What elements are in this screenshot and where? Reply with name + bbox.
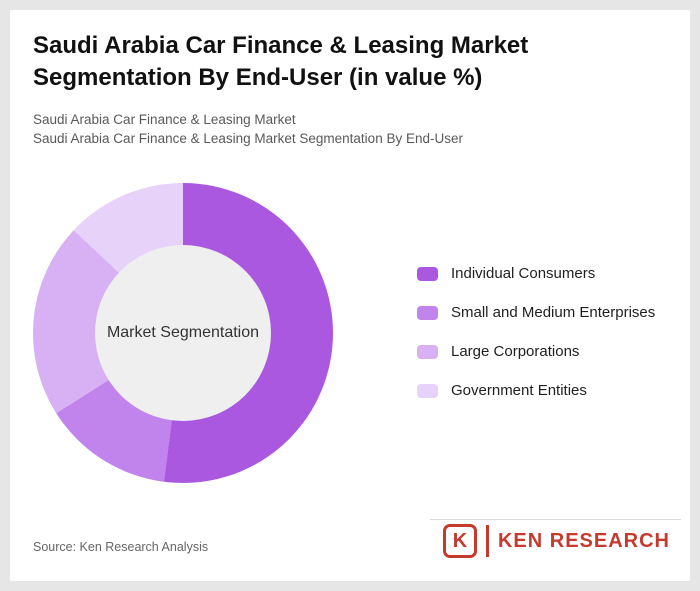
chart-subtitle: Saudi Arabia Car Finance & Leasing Marke… (33, 110, 463, 148)
chart-subtitle-line-2: Saudi Arabia Car Finance & Leasing Marke… (33, 131, 463, 146)
legend-label: Individual Consumers (451, 265, 596, 282)
legend-item: Small and Medium Enterprises (417, 301, 655, 324)
chart-legend: Individual Consumers Small and Medium Ent… (417, 262, 655, 402)
donut-chart: Market Segmentation (33, 183, 333, 483)
footer-divider (430, 519, 681, 520)
ken-research-monogram-icon: K (442, 524, 477, 558)
donut-hole: Market Segmentation (95, 245, 271, 421)
ken-research-logo: K KEN RESEARCH (442, 524, 670, 558)
donut-center-label: Market Segmentation (106, 324, 260, 341)
chart-title: Saudi Arabia Car Finance & Leasing Marke… (33, 30, 528, 94)
legend-item: Individual Consumers (417, 262, 655, 285)
logo-brand-text: KEN RESEARCH (497, 529, 670, 552)
legend-swatch (417, 344, 438, 359)
infographic-card: Saudi Arabia Car Finance & Leasing Marke… (10, 10, 690, 581)
legend-label: Large Corporations (451, 343, 580, 360)
legend-item: Large Corporations (417, 340, 655, 363)
logo-divider (485, 525, 489, 557)
legend-item: Government Entities (417, 379, 655, 402)
chart-title-line-1: Saudi Arabia Car Finance & Leasing Marke… (33, 32, 529, 59)
source-note: Source: Ken Research Analysis (33, 540, 209, 554)
legend-swatch (417, 266, 438, 281)
legend-swatch (417, 305, 438, 320)
legend-label: Small and Medium Enterprises (451, 304, 656, 321)
chart-subtitle-line-1: Saudi Arabia Car Finance & Leasing Marke… (33, 112, 296, 127)
legend-swatch (417, 383, 438, 398)
logo-k-letter: K (452, 530, 468, 552)
legend-label: Government Entities (451, 382, 587, 399)
chart-title-line-2: Segmentation By End-User (in value %) (33, 64, 483, 91)
